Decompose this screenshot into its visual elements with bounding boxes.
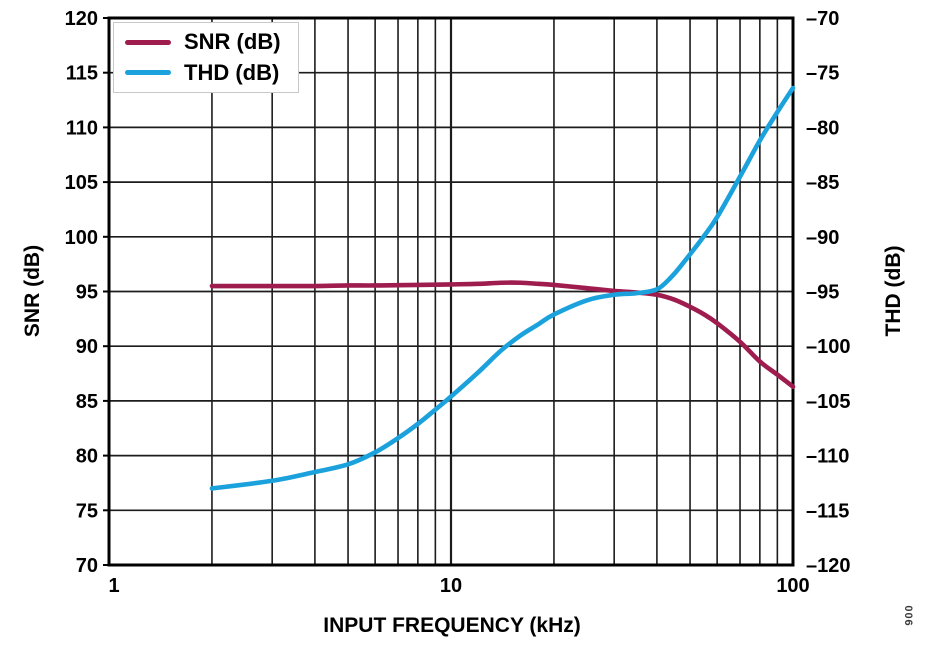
y-left-tick-label: 75	[76, 500, 98, 522]
y-left-tick-label: 85	[76, 391, 98, 413]
y-right-tick-label: –110	[806, 446, 849, 468]
x-tick-label: 10	[440, 575, 462, 597]
y-right-tick-label: –85	[806, 172, 839, 194]
y-left-tick-label: 110	[66, 117, 98, 139]
snr-curve	[209, 280, 796, 389]
y-left-tick-label: 90	[76, 336, 98, 358]
y-left-tick-label: 115	[66, 63, 98, 85]
figure-number: 006	[902, 605, 914, 627]
y-right-tick-label: –100	[806, 336, 851, 358]
y-left-tick-label: 120	[65, 8, 98, 30]
y-right-tick-label: –80	[806, 117, 839, 139]
y-left-tick-label: 80	[76, 446, 98, 468]
y-right-tick-label: –120	[806, 555, 851, 577]
x-axis-title: INPUT FREQUENCY (kHz)	[323, 614, 581, 637]
y-left-tick-label: 100	[65, 227, 98, 249]
y-left-tick-label: 105	[65, 172, 98, 194]
x-tick-label: 1	[108, 575, 119, 597]
legend-label-snr: SNR (dB)	[184, 29, 281, 55]
thd-curve	[209, 85, 796, 491]
legend-item-snr: SNR (dB)	[125, 31, 298, 53]
y-left-tick-label: 70	[76, 555, 98, 577]
y-right-tick-label: –70	[806, 8, 839, 30]
legend: SNR (dB) THD (dB)	[113, 22, 299, 93]
y-left-tick-label: 95	[76, 282, 98, 304]
right-axis-title: THD (dB)	[882, 245, 905, 337]
thd-line-swatch	[125, 70, 171, 76]
y-right-tick-label: –115	[806, 500, 849, 522]
y-right-tick-label: –75	[806, 63, 839, 85]
y-right-tick-label: –105	[806, 391, 851, 413]
legend-label-thd: THD (dB)	[184, 59, 280, 85]
x-tick-label: 100	[776, 575, 809, 597]
snr-line-swatch	[125, 39, 171, 45]
left-axis-title: SNR (dB)	[21, 244, 44, 338]
y-right-tick-label: –95	[806, 282, 839, 304]
y-right-tick-label: –90	[806, 227, 839, 249]
legend-item-thd: THD (dB)	[125, 59, 298, 85]
